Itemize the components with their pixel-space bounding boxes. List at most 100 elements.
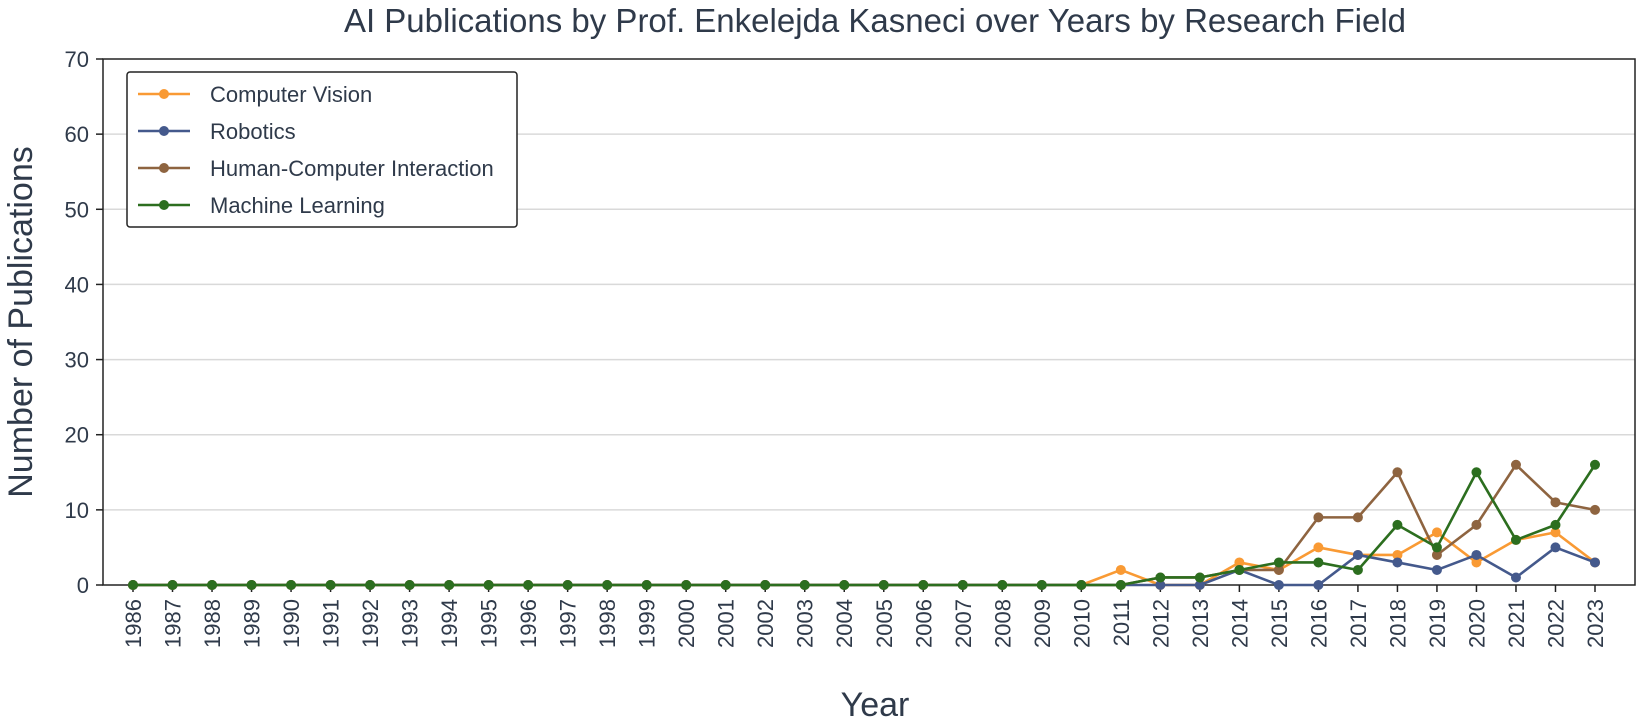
data-point <box>1155 580 1166 590</box>
legend-item: Robotics <box>138 119 296 144</box>
data-point <box>1431 564 1442 575</box>
data-point <box>1313 580 1324 590</box>
data-point <box>246 580 257 590</box>
data-point <box>1273 557 1284 568</box>
x-axis: 1986 1987 1988 1989 1990 1991 1992 1993 1994 1995… <box>121 585 1608 648</box>
data-point <box>1550 542 1561 553</box>
data-point <box>1313 557 1324 568</box>
data-point <box>1273 564 1284 575</box>
data-point <box>957 580 968 590</box>
y-axis-label: Number of Publications <box>2 146 40 498</box>
x-tick-label: 2019 <box>1425 599 1450 648</box>
data-point <box>1076 580 1087 590</box>
series-line <box>133 546 1596 587</box>
data-point <box>1431 542 1442 553</box>
data-point <box>1234 557 1245 568</box>
data-point <box>1392 519 1403 530</box>
x-tick-label: 2015 <box>1267 599 1292 648</box>
y-tick-label: 10 <box>65 498 89 523</box>
data-point <box>1471 557 1482 568</box>
x-tick-label: 2022 <box>1543 599 1568 648</box>
x-tick-label: 2004 <box>832 599 857 648</box>
x-tick-label: 1986 <box>121 599 146 648</box>
data-point <box>1471 467 1482 478</box>
data-point <box>641 580 652 590</box>
x-tick-label: 2000 <box>674 599 699 648</box>
x-tick-label: 2003 <box>793 599 818 648</box>
data-point <box>602 580 613 590</box>
x-tick-label: 1992 <box>358 599 383 648</box>
legend-label: Robotics <box>210 119 296 144</box>
y-axis: 0 10 20 30 40 50 60 70 <box>65 47 103 598</box>
legend-box <box>126 71 518 228</box>
legend-label: Computer Vision <box>210 82 372 107</box>
x-tick-label: 2002 <box>753 599 778 648</box>
data-point <box>1115 564 1126 575</box>
legend-swatch-marker <box>159 126 169 136</box>
x-tick-label: 1996 <box>516 599 541 648</box>
legend-swatch-marker <box>159 200 169 210</box>
data-point <box>839 580 850 590</box>
x-tick-label: 2008 <box>990 599 1015 648</box>
data-point <box>562 580 573 590</box>
y-tick-label: 30 <box>65 348 89 373</box>
data-point <box>799 580 810 590</box>
x-tick-label: 2018 <box>1385 599 1410 648</box>
y-tick-label: 20 <box>65 423 89 448</box>
data-point <box>1234 564 1245 575</box>
data-point <box>1431 527 1442 538</box>
legend-item: Computer Vision <box>138 82 372 107</box>
data-point <box>325 580 336 590</box>
data-point <box>878 580 889 590</box>
data-point <box>1392 549 1403 560</box>
x-axis-label: Year <box>841 686 910 724</box>
data-point <box>1590 459 1600 470</box>
data-point <box>681 580 692 590</box>
series-machine-learning <box>128 459 1600 590</box>
legend-item: Human-Computer Interaction <box>138 156 494 181</box>
x-tick-label: 2020 <box>1464 599 1489 648</box>
x-tick-label: 2009 <box>1030 599 1055 648</box>
legend-swatch-marker <box>159 163 169 173</box>
data-point <box>760 580 771 590</box>
data-point <box>1510 572 1521 583</box>
data-point <box>1115 580 1126 590</box>
x-tick-label: 1987 <box>161 599 186 648</box>
x-tick-label: 1994 <box>437 599 462 648</box>
y-tick-label: 60 <box>65 122 89 147</box>
x-tick-label: 2007 <box>951 599 976 648</box>
chart-title: AI Publications by Prof. Enkelejda Kasne… <box>344 2 1406 39</box>
data-point <box>1273 580 1284 590</box>
x-tick-label: 1998 <box>595 599 620 648</box>
x-tick-label: 2023 <box>1583 599 1608 648</box>
x-tick-label: 2001 <box>714 599 739 648</box>
series-human-computer-interaction <box>128 459 1600 590</box>
data-point <box>997 580 1008 590</box>
legend-item: Machine Learning <box>138 193 385 218</box>
data-point <box>1155 572 1166 583</box>
data-point <box>207 580 218 590</box>
data-point <box>1550 497 1561 508</box>
data-point <box>918 580 929 590</box>
y-tick-label: 40 <box>65 272 89 297</box>
x-tick-label: 1989 <box>240 599 265 648</box>
data-point <box>1392 467 1403 478</box>
data-point <box>1313 542 1324 553</box>
data-point <box>1510 459 1521 470</box>
series-layer <box>128 459 1600 590</box>
x-tick-label: 2010 <box>1069 599 1094 648</box>
data-point <box>720 580 731 590</box>
series-line <box>133 464 1597 587</box>
data-point <box>1194 580 1205 590</box>
data-point <box>1352 549 1363 560</box>
data-point <box>1313 512 1324 523</box>
x-tick-label: 1988 <box>200 599 225 648</box>
data-point <box>483 580 494 590</box>
legend: Computer Vision Robotics Human-Computer In… <box>126 71 518 228</box>
data-point <box>167 580 178 590</box>
data-point <box>1352 512 1363 523</box>
data-point <box>1510 534 1521 545</box>
data-point <box>128 580 138 590</box>
